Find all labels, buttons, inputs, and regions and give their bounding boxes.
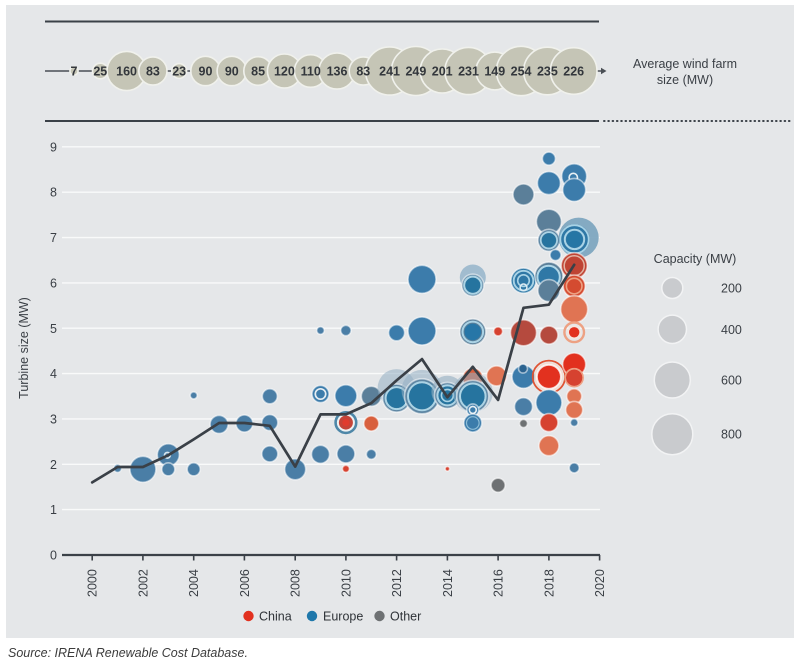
svg-text:4: 4 [50,367,57,381]
svg-text:1: 1 [50,503,57,517]
svg-text:9: 9 [50,140,57,154]
svg-text:3: 3 [50,412,57,426]
svg-text:235: 235 [537,65,558,79]
svg-text:254: 254 [511,65,532,79]
svg-text:size (MW): size (MW) [657,73,713,87]
svg-text:5: 5 [50,322,57,336]
svg-text:2002: 2002 [136,569,150,597]
svg-text:6: 6 [50,276,57,290]
svg-text:136: 136 [327,65,348,79]
svg-text:600: 600 [721,374,742,388]
svg-text:249: 249 [405,65,426,79]
svg-text:Europe: Europe [323,610,363,624]
svg-text:25: 25 [93,65,107,79]
svg-text:160: 160 [116,65,137,79]
svg-text:2014: 2014 [441,569,455,597]
svg-text:8: 8 [50,186,57,200]
svg-text:149: 149 [484,65,505,79]
svg-text:2010: 2010 [339,569,353,597]
svg-text:90: 90 [199,65,213,79]
svg-text:2016: 2016 [492,569,506,597]
svg-text:Turbine size (MW): Turbine size (MW) [17,297,31,399]
svg-text:7: 7 [50,231,57,245]
svg-text:Other: Other [390,610,421,624]
svg-text:201: 201 [432,65,453,79]
svg-text:2004: 2004 [187,569,201,597]
svg-text:2008: 2008 [289,569,303,597]
svg-text:Capacity (MW): Capacity (MW) [654,252,737,266]
svg-text:241: 241 [379,65,400,79]
svg-text:90: 90 [225,65,239,79]
svg-text:120: 120 [274,65,295,79]
svg-text:110: 110 [301,65,321,79]
svg-text:2018: 2018 [542,569,556,597]
svg-text:231: 231 [458,65,479,79]
svg-text:China: China [259,610,292,624]
svg-text:0: 0 [50,549,57,563]
svg-text:2000: 2000 [86,569,100,597]
svg-text:2006: 2006 [238,569,252,597]
svg-text:2012: 2012 [390,569,404,597]
svg-text:400: 400 [721,323,742,337]
svg-text:Average wind farm: Average wind farm [633,57,737,71]
svg-text:23: 23 [172,65,186,79]
svg-text:200: 200 [721,282,742,296]
svg-text:85: 85 [251,65,265,79]
svg-text:7: 7 [71,65,78,79]
svg-text:83: 83 [356,65,370,79]
svg-text:2020: 2020 [593,569,607,597]
svg-text:800: 800 [721,428,742,442]
svg-text:226: 226 [563,65,584,79]
svg-text:2: 2 [50,458,57,472]
svg-text:83: 83 [146,65,160,79]
